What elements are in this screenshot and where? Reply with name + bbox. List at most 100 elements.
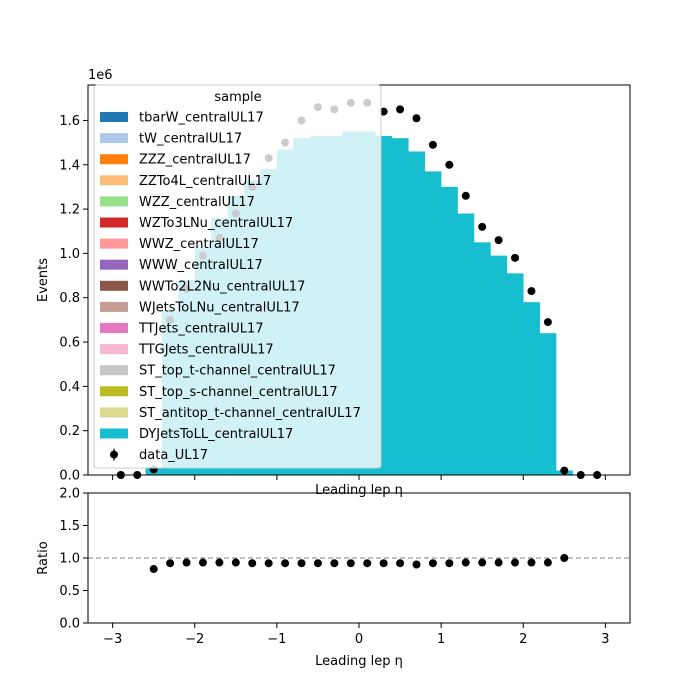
data-point: [396, 105, 405, 114]
data-point: [560, 466, 569, 475]
mc-bar: [424, 171, 442, 475]
data-point: [412, 114, 421, 123]
main-panel: 0.0 0.2 0.4 0.6 0.8 1.0 1.2 1.4 1.6 1e6 Events L…: [36, 68, 631, 498]
legend-label: WZTo3LNu_centralUL17: [139, 216, 293, 231]
legend-swatch: [100, 154, 128, 165]
legend-label: WWTo2L2Nu_centralUL17: [139, 279, 305, 294]
legend-swatch: [100, 344, 128, 355]
ratio-points: [149, 554, 569, 574]
ratio-point: [313, 559, 322, 568]
ratio-point: [560, 554, 569, 562]
y-tick-label: 1.5: [59, 519, 80, 534]
mc-bar: [506, 273, 524, 475]
main-y-multiplier: 1e6: [88, 68, 113, 83]
main-x-ticks: [112, 475, 606, 480]
y-tick-label: 1.0: [59, 247, 80, 262]
data-point: [428, 140, 437, 149]
x-tick-label: −1: [267, 632, 286, 647]
ratio-point: [281, 559, 290, 568]
x-tick-label: 1: [437, 632, 445, 647]
legend-label: WWW_centralUL17: [139, 258, 263, 273]
legend-label: ZZTo4L_centralUL17: [139, 174, 271, 189]
legend-label: TTJets_centralUL17: [138, 322, 264, 337]
ratio-point: [330, 559, 339, 568]
ratio-point: [198, 558, 207, 567]
legend-swatch: [100, 238, 128, 249]
ratio-point: [543, 558, 552, 567]
y-tick-label: 0.4: [59, 380, 80, 395]
data-point: [445, 160, 454, 169]
legend-label: tW_centralUL17: [139, 132, 242, 147]
legend-label: TTGJets_centralUL17: [138, 343, 274, 358]
main-x-axis-label: Leading lep η: [315, 483, 403, 498]
legend-entries: tbarW_centralUL17 tW_centralUL17 ZZZ_centr…: [100, 111, 361, 463]
legend-swatch: [100, 365, 128, 376]
ratio-panel: −3 −2 −1 0 1 2 3 0.0 0.5 1.0 1.5 2.0 Ratio Leading…: [36, 487, 631, 669]
ratio-y-axis-label: Ratio: [36, 541, 51, 574]
ratio-point: [149, 565, 158, 574]
data-point: [494, 236, 503, 245]
ratio-point: [231, 558, 240, 567]
legend-swatch: [100, 112, 128, 122]
main-y-axis-label: Events: [36, 258, 51, 302]
legend-label: ZZZ_centralUL17: [139, 153, 251, 168]
x-tick-label: 0: [355, 632, 363, 647]
legend-swatch: [100, 259, 128, 270]
legend-swatch: [100, 323, 128, 333]
y-tick-label: 1.2: [59, 203, 80, 218]
y-tick-label: 0.0: [59, 617, 80, 632]
y-tick-label: 0.0: [59, 469, 80, 484]
data-point: [478, 222, 487, 231]
ratio-point: [346, 559, 355, 568]
x-tick-label: 2: [519, 632, 527, 647]
ratio-x-axis-label: Leading lep η: [315, 654, 403, 669]
y-tick-label: 1.0: [59, 552, 80, 567]
legend-label: ST_antitop_t-channel_centralUL17: [139, 406, 361, 421]
ratio-point: [215, 558, 224, 567]
data-point: [511, 253, 520, 262]
x-tick-label: −3: [103, 632, 122, 647]
y-tick-label: 0.6: [59, 336, 80, 351]
ratio-point: [264, 559, 273, 568]
legend-swatch: [100, 133, 128, 144]
x-tick-label: −2: [185, 632, 204, 647]
ratio-point: [248, 559, 257, 568]
legend-label: WJetsToLNu_centralUL17: [139, 300, 300, 315]
legend-label: tbarW_centralUL17: [139, 111, 264, 126]
legend-label: WZZ_centralUL17: [139, 195, 255, 210]
mc-bar: [408, 151, 425, 475]
legend-label: ST_top_t-channel_centralUL17: [139, 364, 336, 379]
ratio-point: [396, 559, 405, 568]
legend-swatch: [100, 217, 128, 228]
mc-bar: [457, 213, 475, 476]
mc-bar: [523, 302, 540, 475]
mc-bar: [490, 255, 508, 475]
legend-box: [93, 84, 382, 469]
legend-swatch: [100, 301, 128, 312]
ratio-point: [445, 559, 454, 568]
data-point: [461, 191, 470, 200]
ratio-x-ticks: −3 −2 −1 0 1 2 3: [103, 623, 610, 647]
ratio-y-ticks: 0.0 0.5 1.0 1.5 2.0: [59, 487, 88, 632]
legend-label: WWZ_centralUL17: [139, 237, 259, 252]
mc-bar: [473, 242, 491, 475]
ratio-point: [428, 559, 437, 568]
main-y-ticks: 0.0 0.2 0.4 0.6 0.8 1.0 1.2 1.4 1.6: [59, 114, 88, 484]
ratio-point: [527, 558, 536, 567]
y-tick-label: 0.5: [59, 584, 80, 599]
y-tick-label: 2.0: [59, 487, 80, 502]
y-tick-label: 0.8: [59, 291, 80, 306]
ratio-point: [363, 559, 372, 568]
ratio-point: [379, 559, 388, 568]
legend-swatch: [100, 407, 128, 418]
legend-label: DYJetsToLL_centralUL17: [139, 427, 293, 442]
y-tick-label: 0.2: [59, 424, 80, 439]
ratio-point: [511, 558, 520, 567]
data-point: [379, 107, 388, 116]
legend-swatch: [100, 386, 128, 397]
x-tick-label: 3: [601, 632, 609, 647]
ratio-point: [461, 558, 470, 567]
ratio-point: [494, 558, 503, 567]
legend-label: data_UL17: [139, 448, 208, 463]
